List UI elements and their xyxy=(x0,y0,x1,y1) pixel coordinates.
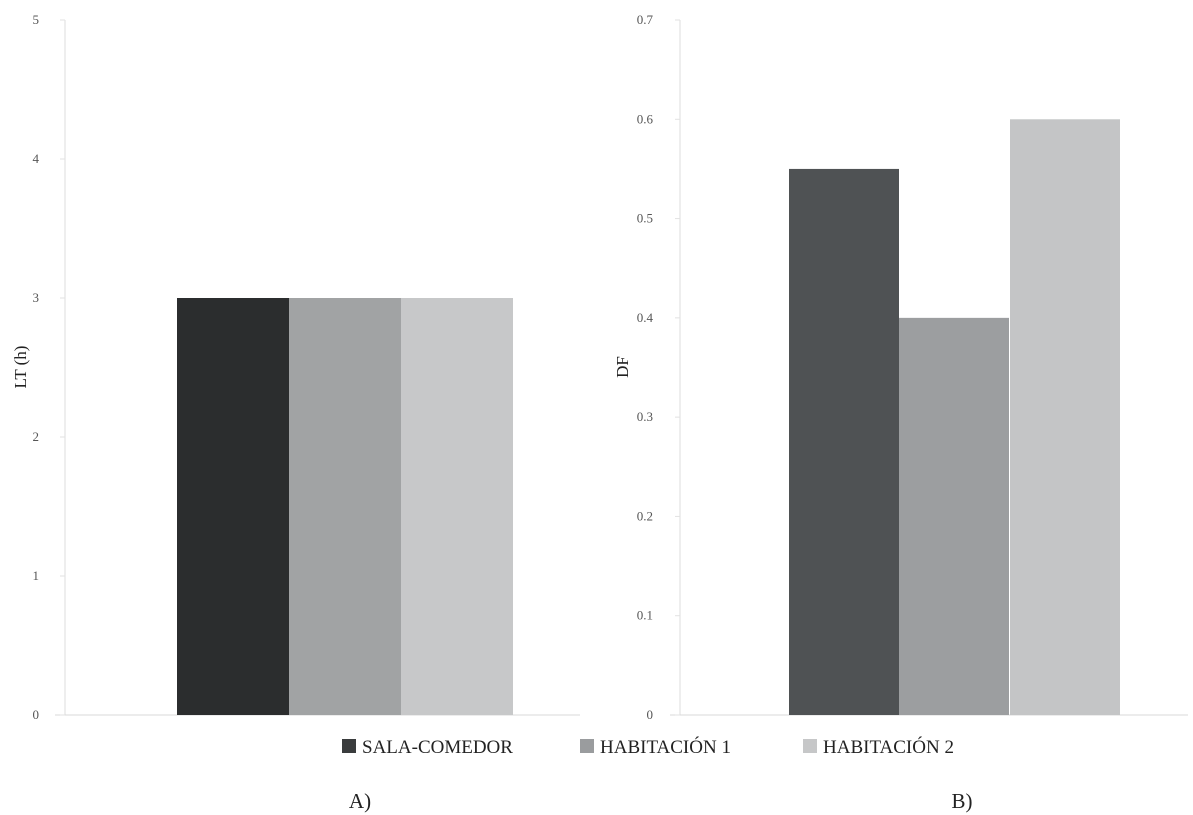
bar-a-1 xyxy=(177,298,289,715)
chart-panel-a: 0 1 2 3 4 5 LT (h) A) xyxy=(11,12,580,813)
y-axis-title-a: LT (h) xyxy=(11,346,30,389)
bar-a-3 xyxy=(401,298,513,715)
panel-label-a: A) xyxy=(349,789,371,813)
y-tick-label: 0.6 xyxy=(637,111,654,126)
y-tick-label: 0.2 xyxy=(637,508,653,523)
y-tick-label: 0.1 xyxy=(637,608,653,623)
bar-b-1 xyxy=(789,168,899,715)
y-tick-label: 2 xyxy=(33,429,40,444)
legend-swatch-1 xyxy=(342,739,356,753)
bar-b-2 xyxy=(899,317,1009,715)
y-tick-label: 3 xyxy=(33,290,40,305)
y-tick-label: 0.7 xyxy=(637,12,654,27)
y-tick-label: 0.5 xyxy=(637,211,653,226)
y-tick-label: 0 xyxy=(647,707,654,722)
panel-label-b: B) xyxy=(952,789,973,813)
legend: SALA-COMEDOR HABITACIÓN 1 HABITACIÓN 2 xyxy=(342,736,954,758)
legend-swatch-2 xyxy=(580,739,594,753)
y-tick-label: 0.4 xyxy=(637,310,654,325)
chart-panel-b: 0 0.1 0.2 0.3 0.4 0.5 0.6 0.7 DF B) xyxy=(613,12,1188,813)
legend-label-1: SALA-COMEDOR xyxy=(362,737,513,758)
y-tick-label: 5 xyxy=(33,12,40,27)
legend-label-2: HABITACIÓN 1 xyxy=(600,736,731,758)
y-tick-label: 1 xyxy=(33,568,40,583)
y-tick-label: 0 xyxy=(33,707,40,722)
y-axis-title-b: DF xyxy=(613,356,632,378)
y-tick-label: 0.3 xyxy=(637,409,653,424)
bar-a-2 xyxy=(289,298,401,715)
y-tick-label: 4 xyxy=(33,151,40,166)
legend-label-3: HABITACIÓN 2 xyxy=(823,736,954,758)
legend-swatch-3 xyxy=(803,739,817,753)
bar-b-3 xyxy=(1010,119,1120,716)
